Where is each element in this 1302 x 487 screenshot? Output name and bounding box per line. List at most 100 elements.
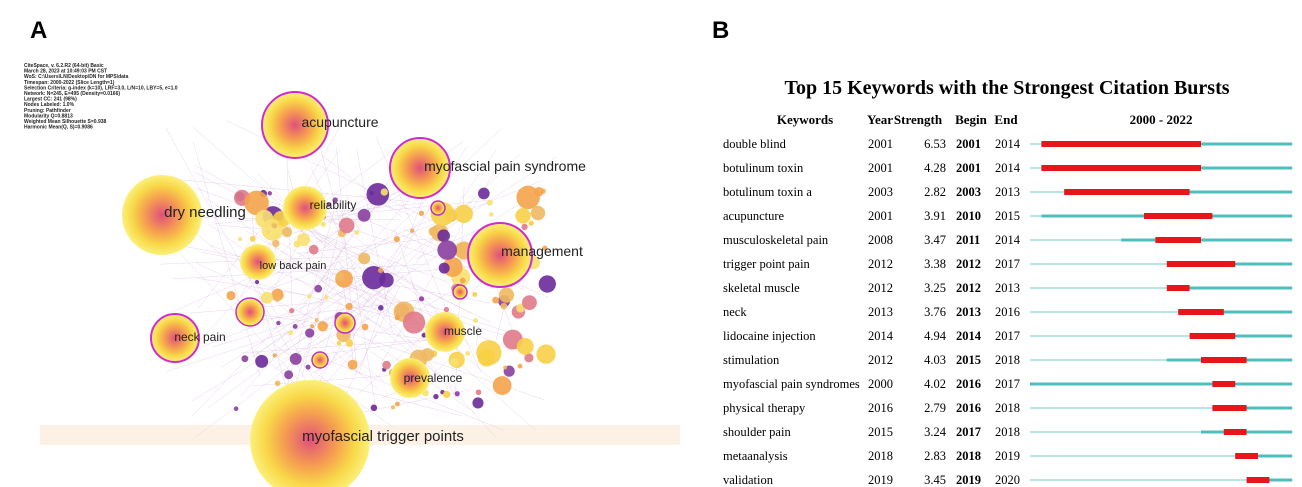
node bbox=[516, 185, 540, 210]
begin: 2015 bbox=[956, 353, 981, 367]
edge bbox=[385, 258, 485, 361]
node bbox=[534, 186, 544, 197]
edge bbox=[313, 282, 466, 374]
edge bbox=[321, 280, 459, 391]
node bbox=[305, 364, 311, 370]
node bbox=[492, 376, 512, 395]
keyword: physical therapy bbox=[723, 401, 806, 415]
edge bbox=[336, 147, 358, 373]
node-label: muscle bbox=[444, 324, 482, 338]
info-line: WoS: C:\Users\LN\Desktop\DN for MPS\data bbox=[24, 74, 129, 80]
node bbox=[433, 393, 439, 400]
hub-node bbox=[425, 312, 465, 352]
node bbox=[475, 389, 482, 396]
node bbox=[524, 353, 534, 363]
node bbox=[274, 296, 281, 302]
begin: 2016 bbox=[956, 401, 981, 415]
node bbox=[521, 223, 528, 231]
node bbox=[272, 223, 278, 229]
node bbox=[347, 359, 358, 370]
end: 2017 bbox=[995, 377, 1020, 391]
edge bbox=[166, 309, 356, 372]
node bbox=[358, 252, 371, 265]
node bbox=[226, 290, 236, 301]
begin: 2012 bbox=[956, 257, 981, 271]
edge bbox=[352, 218, 361, 232]
keyword: validation bbox=[723, 473, 774, 487]
node bbox=[284, 370, 294, 380]
node bbox=[437, 229, 450, 243]
burst-bar bbox=[1064, 189, 1190, 195]
node bbox=[380, 188, 388, 196]
node bbox=[310, 324, 315, 329]
node bbox=[354, 230, 360, 235]
node bbox=[267, 191, 273, 196]
info-line: Largest CC: 241 (98%) bbox=[24, 97, 77, 103]
node bbox=[472, 291, 478, 297]
edge bbox=[225, 120, 446, 228]
edge bbox=[318, 277, 523, 342]
end: 2018 bbox=[995, 401, 1020, 415]
node bbox=[486, 199, 493, 206]
year: 2012 bbox=[868, 281, 893, 295]
edge bbox=[335, 264, 489, 279]
year: 2014 bbox=[868, 329, 894, 343]
node bbox=[521, 295, 537, 311]
strength: 3.25 bbox=[924, 281, 946, 295]
node bbox=[390, 405, 396, 410]
edge bbox=[383, 231, 415, 277]
node bbox=[528, 220, 534, 226]
hub-node bbox=[122, 175, 202, 255]
keyword: musculoskeletal pain bbox=[723, 233, 829, 247]
keyword: double blind bbox=[723, 137, 787, 151]
year: 2012 bbox=[868, 353, 893, 367]
node bbox=[536, 344, 556, 364]
column-header: Strength bbox=[894, 112, 943, 127]
hub-node bbox=[250, 380, 370, 487]
edge bbox=[354, 275, 377, 410]
end: 2017 bbox=[995, 329, 1020, 343]
edge bbox=[272, 129, 501, 346]
edge bbox=[240, 338, 443, 354]
node bbox=[249, 235, 256, 242]
strength: 2.83 bbox=[924, 449, 946, 463]
edge bbox=[191, 301, 356, 402]
hub-node bbox=[240, 244, 276, 280]
year: 2008 bbox=[868, 233, 893, 247]
edge bbox=[218, 225, 262, 230]
edge bbox=[329, 340, 384, 381]
node bbox=[276, 320, 281, 326]
burst-bar bbox=[1155, 237, 1201, 243]
node bbox=[409, 228, 415, 233]
edge bbox=[356, 149, 393, 333]
node-label: myofascial pain syndrome bbox=[424, 158, 586, 174]
burst-bar bbox=[1041, 141, 1201, 147]
node bbox=[393, 236, 400, 243]
burst-title: Top 15 Keywords with the Strongest Citat… bbox=[784, 77, 1229, 99]
end: 2016 bbox=[995, 305, 1020, 319]
node bbox=[338, 217, 355, 234]
edge bbox=[209, 244, 385, 314]
edge bbox=[352, 333, 545, 401]
hub-node bbox=[283, 186, 327, 230]
node-label: acupuncture bbox=[301, 114, 378, 130]
edge bbox=[338, 384, 462, 417]
node bbox=[377, 267, 384, 273]
burst-bar bbox=[1223, 429, 1247, 435]
node bbox=[255, 209, 274, 228]
burst-bar bbox=[1201, 357, 1247, 363]
node bbox=[476, 340, 502, 366]
network: acupuncture myofascial pain syndrome dry n… bbox=[24, 63, 586, 487]
year: 2013 bbox=[868, 305, 893, 319]
node bbox=[395, 401, 400, 407]
edge bbox=[212, 316, 312, 348]
node bbox=[382, 360, 391, 370]
node bbox=[254, 279, 260, 285]
node bbox=[482, 349, 487, 355]
node bbox=[293, 240, 301, 248]
year: 2016 bbox=[868, 401, 893, 415]
node-label: neck pain bbox=[174, 330, 225, 344]
keyword: skeletal muscle bbox=[723, 281, 800, 295]
edge bbox=[174, 244, 490, 304]
